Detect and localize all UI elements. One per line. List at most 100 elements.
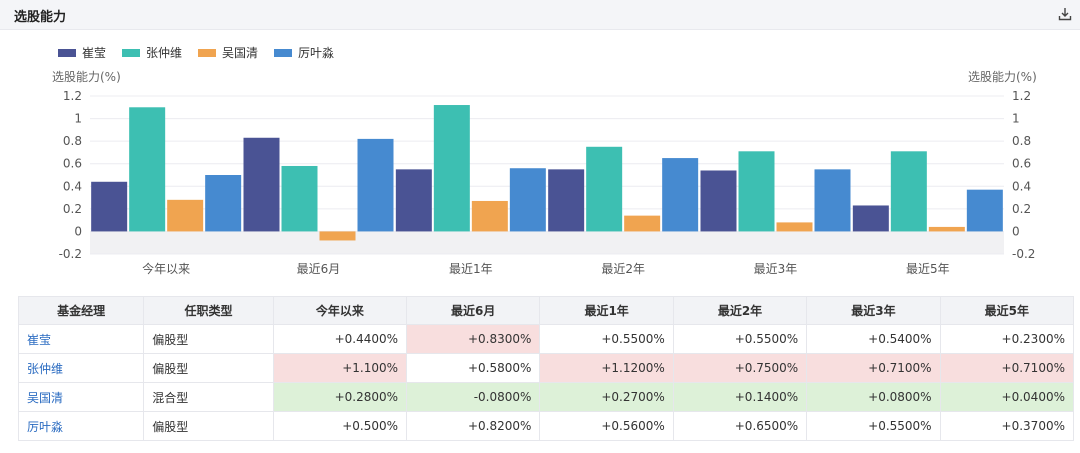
bar [433,105,470,232]
position-type: 混合型 [143,382,274,412]
y-tick-label-left: 1.2 [63,89,82,103]
chart-legend: 崔莹 张仲维 吴国清 厉叶淼 [58,44,334,61]
y-tick-label-right: 1 [1012,112,1020,126]
y-tick-label-left: 0.4 [63,179,82,193]
legend-item[interactable]: 厉叶淼 [274,44,334,61]
legend-label: 张仲维 [146,46,183,60]
col-header: 最近2年 [672,296,808,325]
bar [319,231,356,241]
y-tick-label-left: 0 [74,224,82,238]
table-row: 崔莹 偏股型 +0.4400% +0.8300% +0.5500% +0.5500% +0.… [17,324,1075,354]
y-axis-title-right: 选股能力(%) [968,70,1037,84]
value-cell: +0.3700% [939,411,1075,441]
bar [776,222,813,232]
bar [509,168,546,232]
y-axis-title-left: 选股能力(%) [52,70,121,84]
panel-header: 选股能力 [0,0,1080,30]
fund-manager-table: 基金经理 任职类型 今年以来 最近6月 最近1年 最近2年 最近3年 最近5年 … [17,296,1075,441]
bar [357,138,394,232]
value-cell: +0.7100% [806,353,941,383]
table-header-row: 基金经理 任职类型 今年以来 最近6月 最近1年 最近2年 最近3年 最近5年 [17,296,1075,325]
y-tick-label-left: 0.2 [63,202,82,216]
bar [91,181,128,232]
table-row: 吴国清 混合型 +0.2800% -0.0800% +0.2700% +0.1400% +0… [17,382,1075,412]
legend-item[interactable]: 崔莹 [58,44,106,61]
legend-swatch [122,48,141,57]
legend-swatch [198,48,217,57]
legend-swatch [274,48,293,57]
y-tick-label-right: 1.2 [1012,89,1031,103]
col-header: 最近3年 [806,296,941,325]
bar [966,189,1003,232]
y-tick-label-right: 0.6 [1012,157,1031,171]
col-header: 最近1年 [539,296,674,325]
x-tick-label: 最近1年 [449,262,493,276]
col-header: 基金经理 [17,296,145,325]
x-tick-label: 今年以来 [142,261,190,276]
manager-name-link[interactable]: 厉叶淼 [17,411,145,441]
y-tick-label-left: -0.2 [59,247,82,261]
bar [738,151,775,232]
y-tick-label-right: -0.2 [1012,247,1035,261]
bar [814,169,851,232]
col-header: 最近6月 [406,296,541,325]
bar [586,146,623,232]
x-tick-label: 最近2年 [601,262,645,276]
x-tick-label: 最近3年 [754,262,798,276]
bar [395,169,432,232]
bar [624,215,661,232]
legend-label: 吴国清 [222,46,259,60]
bar-chart: 1.2 1.2 1 1 0.8 0.8 0.6 0.6 0.4 0.4 0.2 0.2 0 0 -0.2 -0… [59,89,1036,276]
bar [243,137,280,232]
manager-name-link[interactable]: 张仲维 [17,353,145,383]
value-cell: +1.1200% [539,353,674,383]
col-header: 最近5年 [939,296,1075,325]
position-type: 偏股型 [143,324,274,354]
bar [471,200,508,232]
bar [928,226,965,232]
manager-name-link[interactable]: 吴国清 [17,382,145,412]
bar [281,165,318,232]
bar [129,107,166,232]
manager-name-link[interactable]: 崔莹 [17,324,145,354]
legend-item[interactable]: 张仲维 [122,44,182,61]
value-cell: +0.2300% [939,324,1075,354]
value-cell: +0.1400% [672,382,808,412]
y-tick-label-left: 0.8 [63,134,82,148]
bar [890,151,927,232]
value-cell: +0.5500% [806,411,941,441]
panel-title: 选股能力 [14,10,67,25]
bar [700,170,737,232]
value-cell: +0.5500% [672,324,808,354]
value-cell: +0.8300% [406,324,541,354]
x-tick-label: 最近5年 [906,262,950,276]
table-row: 张仲维 偏股型 +1.100% +0.5800% +1.1200% +0.7500% +0.… [17,353,1075,383]
y-tick-label-right: 0.2 [1012,202,1031,216]
bar [205,175,242,232]
bar [548,169,585,232]
value-cell: +0.5400% [806,324,941,354]
legend-label: 厉叶淼 [298,46,335,60]
value-cell: +0.500% [272,411,408,441]
download-icon[interactable] [1058,7,1072,21]
value-cell: +0.6500% [672,411,808,441]
bar [852,205,889,232]
x-tick-label: 最近6月 [297,262,341,276]
value-cell: +1.100% [272,353,408,383]
value-cell: +0.8200% [406,411,541,441]
legend-label: 崔莹 [82,46,107,60]
value-cell: +0.2700% [539,382,674,412]
col-header: 今年以来 [272,296,408,325]
y-tick-label-left: 0.6 [63,157,82,171]
legend-item[interactable]: 吴国清 [198,44,258,61]
y-tick-label-left: 1 [74,112,82,126]
table-row: 厉叶淼 偏股型 +0.500% +0.8200% +0.5600% +0.6500% +0.… [17,411,1075,441]
y-tick-label-right: 0.8 [1012,134,1031,148]
y-tick-label-right: 0.4 [1012,179,1031,193]
value-cell: -0.0800% [406,382,541,412]
value-cell: +0.0800% [806,382,941,412]
bar [167,199,204,232]
position-type: 偏股型 [143,411,274,441]
negative-band [90,231,1004,254]
